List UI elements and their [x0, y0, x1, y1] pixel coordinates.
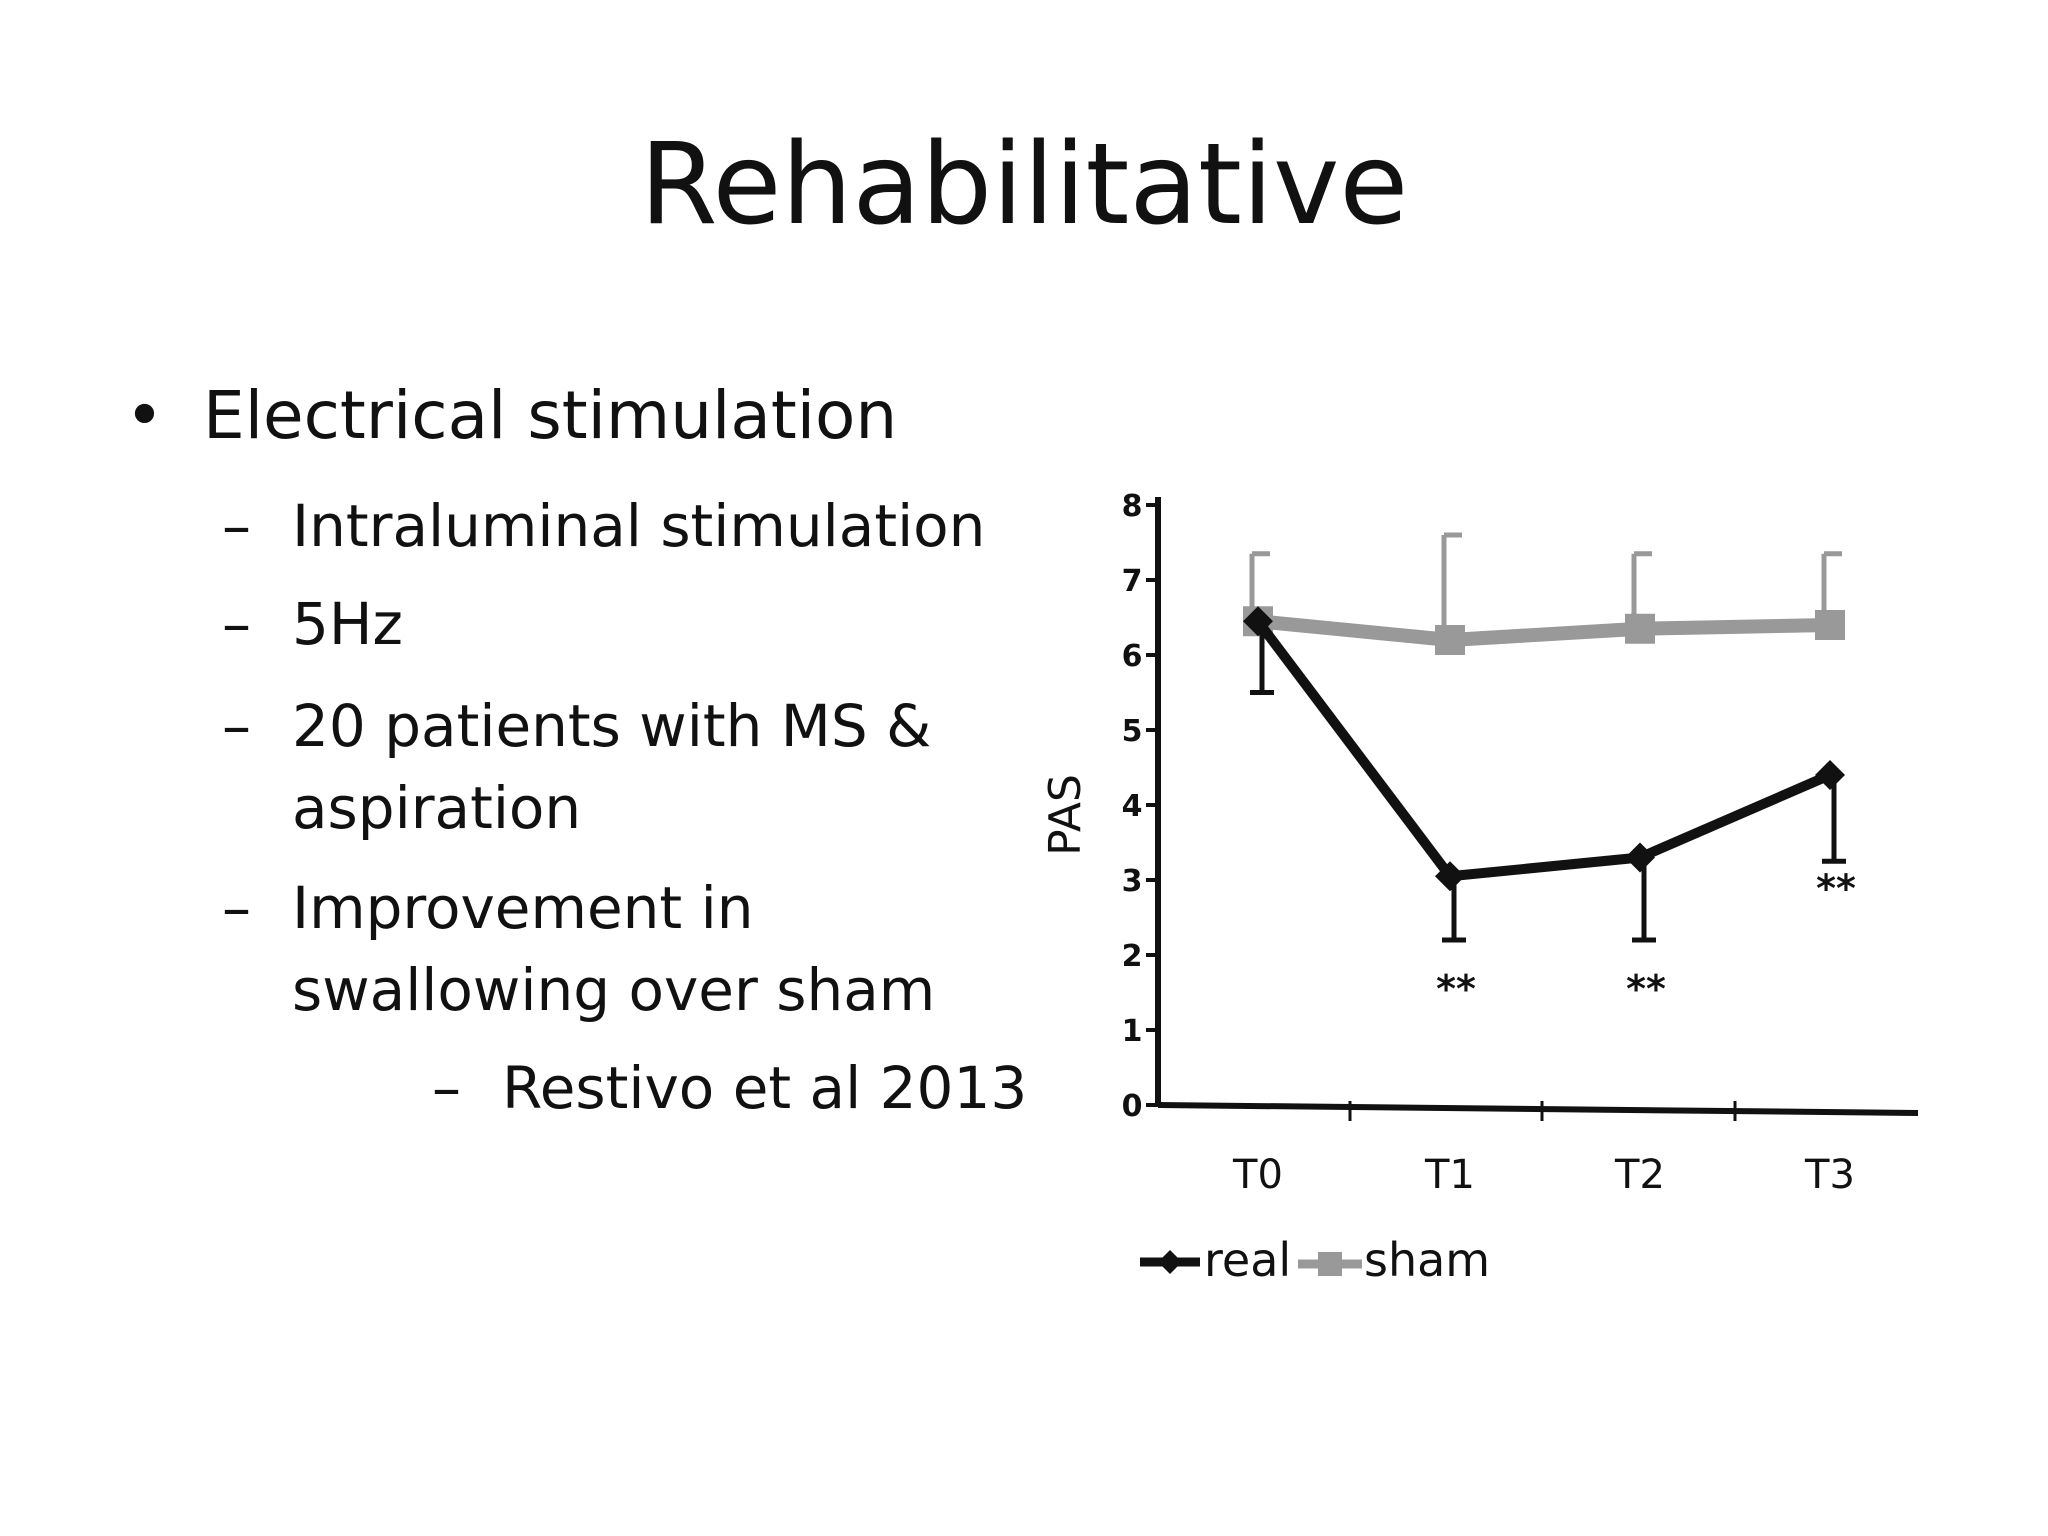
y-tick-label: 6	[1122, 639, 1143, 674]
legend-sham-label: sham	[1364, 1233, 1490, 1287]
legend-real-marker	[1158, 1250, 1182, 1274]
x-tick-label: T0	[1232, 1152, 1283, 1198]
sub-bullet-text: Intraluminal stimulation	[292, 492, 986, 560]
significance-marker: **	[1816, 866, 1856, 910]
sub-bullet-text: swallowing over sham	[292, 956, 936, 1024]
y-tick-label: 7	[1122, 564, 1143, 599]
y-axis-label: PAS	[1040, 774, 1091, 856]
sham-point	[1625, 613, 1655, 644]
chart-legend: real sham	[1140, 1233, 1490, 1287]
sub-bullet-marker: –	[222, 492, 251, 560]
bullet-marker: •	[125, 377, 164, 454]
real-point	[1243, 606, 1273, 637]
sham-series-line	[1257, 614, 1831, 647]
real-point	[1815, 760, 1845, 790]
y-tick-label: 1	[1122, 1014, 1143, 1049]
sub-sub-bullet-marker: –	[432, 1054, 461, 1122]
y-tick-label: 0	[1122, 1089, 1143, 1124]
real-point	[1625, 842, 1655, 873]
sub-bullet-marker: –	[222, 874, 251, 942]
real-series-line	[1254, 618, 1832, 882]
sub-bullet-marker: –	[222, 692, 251, 760]
sham-point	[1815, 610, 1845, 640]
y-tick-label: 8	[1122, 489, 1143, 524]
legend-real-label: real	[1204, 1233, 1291, 1287]
x-tick-label: T2	[1614, 1152, 1665, 1198]
x-tick-label: T3	[1804, 1152, 1855, 1198]
sub-bullet-text: 20 patients with MS &	[292, 692, 932, 760]
x-axis	[1157, 1102, 1919, 1116]
x-tick-label: T1	[1424, 1152, 1475, 1198]
y-tick-label: 3	[1122, 864, 1143, 899]
y-tick-label: 5	[1122, 714, 1143, 749]
real-point	[1435, 861, 1465, 892]
significance-marker: **	[1436, 967, 1476, 1011]
legend-sham-marker	[1318, 1252, 1342, 1276]
sub-bullet-text: 5Hz	[292, 590, 403, 658]
sub-bullet-text: Improvement in	[292, 874, 754, 942]
significance-marker: **	[1626, 967, 1666, 1011]
bullet-text: Electrical stimulation	[203, 377, 898, 454]
sham-point	[1435, 625, 1465, 655]
sub-bullet-marker: –	[222, 590, 251, 658]
sub-sub-bullet-text: Restivo et al 2013	[502, 1054, 1028, 1122]
y-tick-label: 2	[1122, 939, 1143, 974]
sub-bullet-text: aspiration	[292, 774, 582, 842]
slide-title: Rehabilitative	[639, 120, 1409, 250]
y-tick-label: 4	[1122, 789, 1143, 824]
